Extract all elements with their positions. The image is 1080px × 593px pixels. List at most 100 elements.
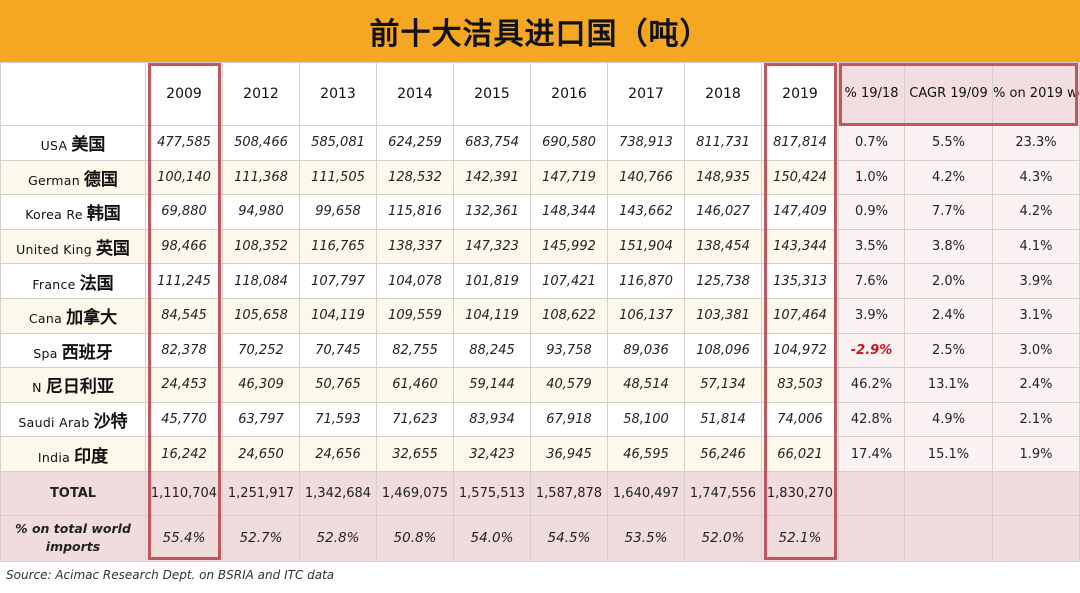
country-name-en: N — [32, 380, 42, 396]
table-row: Spa 西班牙 82,378 70,252 70,745 82,755 88,245 93,7… — [0, 332, 1080, 369]
rate-cell: -2.9% — [838, 332, 905, 369]
country-cell: Saudi Arab 沙特 — [0, 401, 146, 438]
country-cell: Korea Re 韩国 — [0, 194, 146, 230]
rate-cell: 4.9% — [904, 401, 993, 438]
total-value: 1,469,075 — [376, 470, 454, 516]
table-row: N 尼日利亚 24,453 46,309 50,765 61,460 59,144 40,57… — [0, 367, 1080, 403]
value-cell: 106,137 — [607, 297, 685, 334]
value-cell: 108,352 — [222, 228, 300, 265]
value-cell: 88,245 — [453, 332, 531, 369]
value-cell: 135,313 — [761, 263, 839, 299]
rate-cell: 0.9% — [838, 194, 905, 230]
value-cell: 24,650 — [222, 436, 300, 472]
country-name-en: USA — [40, 138, 68, 154]
column-header: 2017 — [607, 62, 685, 126]
value-cell: 70,745 — [299, 332, 377, 369]
value-cell: 624,259 — [376, 125, 454, 161]
value-cell: 71,593 — [299, 401, 377, 438]
pct-row: % on total world imports 55.4% 52.7% 52.8% 5… — [0, 514, 1080, 562]
value-cell: 115,816 — [376, 194, 454, 230]
value-cell: 36,945 — [530, 436, 608, 472]
country-cell: India 印度 — [0, 436, 146, 472]
value-cell: 83,503 — [761, 367, 839, 403]
column-header: % on 2019 world imports — [992, 62, 1080, 126]
country-name-cn: 美国 — [71, 135, 106, 156]
pct-value: 52.1% — [761, 514, 839, 562]
value-cell: 74,006 — [761, 401, 839, 438]
value-cell: 59,144 — [453, 367, 531, 403]
rate-cell: 15.1% — [904, 436, 993, 472]
rate-cell: 1.0% — [838, 159, 905, 196]
value-cell: 111,368 — [222, 159, 300, 196]
table-row: United King 英国 98,466 108,352 116,765 138,337… — [0, 228, 1080, 265]
total-value: 1,251,917 — [222, 470, 300, 516]
value-cell: 111,245 — [145, 263, 223, 299]
country-name-en: Spa — [33, 345, 58, 361]
value-cell: 51,814 — [684, 401, 762, 438]
rate-cell: 3.1% — [992, 297, 1080, 334]
total-value: 1,110,704 — [145, 470, 223, 516]
total-value: 1,830,270 — [761, 470, 839, 516]
value-cell: 89,036 — [607, 332, 685, 369]
total-value: 1,575,513 — [453, 470, 531, 516]
rate-cell: 3.9% — [838, 297, 905, 334]
value-cell: 100,140 — [145, 159, 223, 196]
country-cell: USA 美国 — [0, 125, 146, 161]
rate-cell: 4.1% — [992, 228, 1080, 265]
value-cell: 48,514 — [607, 367, 685, 403]
total-value: 1,342,684 — [299, 470, 377, 516]
column-header: 2018 — [684, 62, 762, 126]
table-row: USA 美国 477,585 508,466 585,081 624,259 683,754… — [0, 125, 1080, 161]
value-cell: 145,992 — [530, 228, 608, 265]
country-name-cn: 加拿大 — [66, 308, 118, 329]
country-name-cn: 印度 — [74, 446, 109, 467]
country-cell: N 尼日利亚 — [0, 367, 146, 403]
rate-cell: 5.5% — [904, 125, 993, 161]
value-cell: 108,622 — [530, 297, 608, 334]
country-name-cn: 法国 — [79, 273, 114, 294]
rate-cell: 46.2% — [838, 367, 905, 403]
rate-cell: 2.4% — [904, 297, 993, 334]
value-cell: 45,770 — [145, 401, 223, 438]
pct-value: 50.8% — [376, 514, 454, 562]
value-cell: 83,934 — [453, 401, 531, 438]
value-cell: 71,623 — [376, 401, 454, 438]
column-header: 2009 — [145, 62, 223, 126]
rate-cell: 4.2% — [904, 159, 993, 196]
country-cell: Spa 西班牙 — [0, 332, 146, 369]
column-header: CAGR 19/09 — [904, 62, 993, 126]
value-cell: 147,323 — [453, 228, 531, 265]
value-cell: 61,460 — [376, 367, 454, 403]
value-cell: 46,595 — [607, 436, 685, 472]
rate-cell: 13.1% — [904, 367, 993, 403]
country-cell: Cana 加拿大 — [0, 297, 146, 334]
header-blank — [0, 62, 146, 126]
imports-table: 2009 2012 2013 2014 2015 2016 2017 2018 2019% 19… — [0, 62, 1080, 562]
rate-cell: 4.3% — [992, 159, 1080, 196]
table-row: Saudi Arab 沙特 45,770 63,797 71,593 71,623 83,9… — [0, 401, 1080, 438]
value-cell: 98,466 — [145, 228, 223, 265]
value-cell: 683,754 — [453, 125, 531, 161]
value-cell: 811,731 — [684, 125, 762, 161]
value-cell: 94,980 — [222, 194, 300, 230]
column-header: 2012 — [222, 62, 300, 126]
country-name-en: France — [32, 276, 76, 292]
pct-label: % on total world imports — [0, 514, 146, 562]
value-cell: 103,381 — [684, 297, 762, 334]
value-cell: 82,755 — [376, 332, 454, 369]
total-value: 1,747,556 — [684, 470, 762, 516]
value-cell: 105,658 — [222, 297, 300, 334]
value-cell: 138,454 — [684, 228, 762, 265]
country-name-cn: 德国 — [83, 169, 118, 190]
value-cell: 147,409 — [761, 194, 839, 230]
table-row: France 法国 111,245 118,084 107,797 104,078 101,… — [0, 263, 1080, 299]
value-cell: 111,505 — [299, 159, 377, 196]
value-cell: 32,655 — [376, 436, 454, 472]
country-name-en: German — [28, 172, 80, 188]
value-cell: 104,119 — [299, 297, 377, 334]
value-cell: 690,580 — [530, 125, 608, 161]
pct-value: 52.7% — [222, 514, 300, 562]
value-cell: 67,918 — [530, 401, 608, 438]
country-cell: France 法国 — [0, 263, 146, 299]
value-cell: 146,027 — [684, 194, 762, 230]
